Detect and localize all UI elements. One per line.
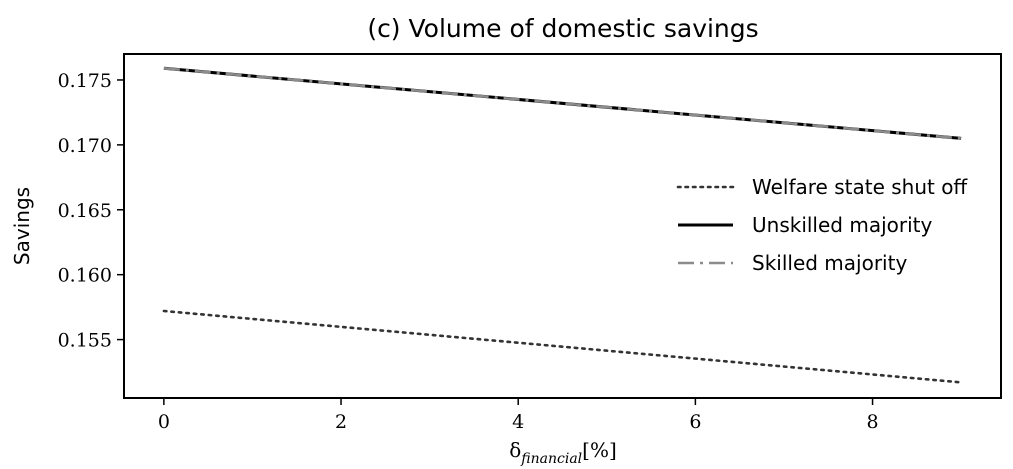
y-tick-label: 0.155 [58, 330, 112, 352]
chart-title: (c) Volume of domestic savings [367, 14, 758, 43]
x-tick-label: 8 [867, 411, 879, 433]
y-tick-label: 0.165 [58, 200, 112, 222]
x-tick-label: 6 [689, 411, 701, 433]
x-axis-label-subscript: financial [520, 451, 582, 467]
legend-label-2: Skilled majority [752, 251, 907, 275]
x-axis-ticks: 0 2 4 6 8 [158, 398, 879, 433]
x-tick-label: 0 [158, 411, 170, 433]
y-tick-label: 0.170 [58, 135, 112, 157]
y-axis-label: Savings [10, 187, 34, 265]
y-tick-label: 0.160 [58, 265, 112, 287]
y-axis-ticks: 0.155 0.160 0.165 0.170 0.175 [58, 70, 124, 352]
series-line-2 [163, 67, 962, 140]
x-axis-label-symbol: δ [509, 438, 521, 462]
x-axis-label: δfinancial[%] [509, 438, 617, 467]
legend: Welfare state shut off Unskilled majority… [676, 175, 968, 275]
plot-frame [123, 53, 1002, 399]
series-line-0 [162, 309, 963, 384]
x-tick-label: 2 [335, 411, 347, 433]
series-lines [162, 66, 963, 384]
legend-label-0: Welfare state shut off [752, 175, 968, 199]
x-axis-label-unit: [%] [582, 438, 617, 462]
x-tick-label: 4 [512, 411, 524, 433]
series-line-1 [163, 66, 962, 140]
y-tick-label: 0.175 [58, 70, 112, 92]
legend-label-1: Unskilled majority [752, 213, 932, 237]
